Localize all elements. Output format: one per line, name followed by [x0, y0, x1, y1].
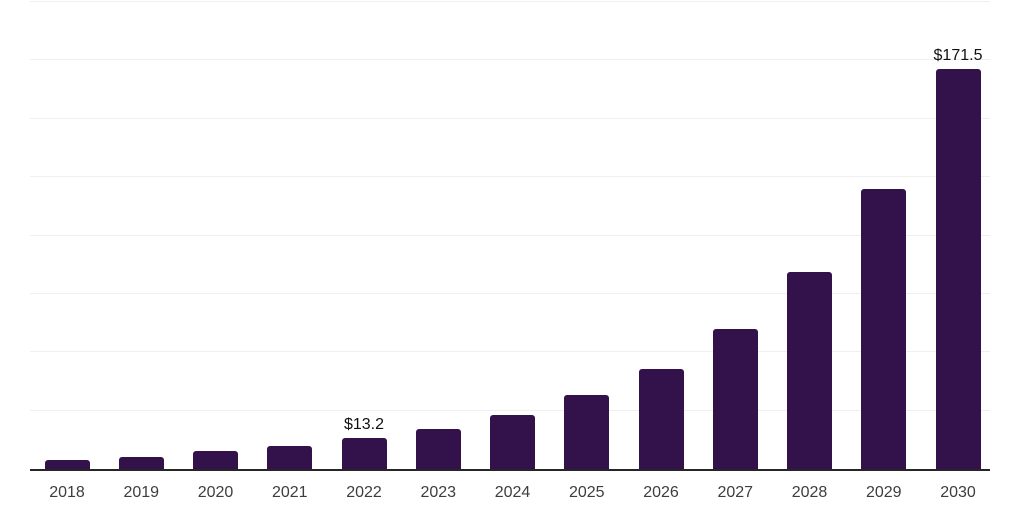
gridline [30, 409, 990, 411]
bar-2029 [861, 188, 907, 469]
x-tick-label-2019: 2019 [123, 484, 160, 501]
x-tick-label-2024: 2024 [494, 484, 531, 501]
x-tick-label-2027: 2027 [717, 484, 754, 501]
value-label-2030: $171.5 [933, 46, 983, 64]
bar-2021 [267, 445, 313, 469]
gridline [30, 117, 990, 119]
bar-2025 [564, 394, 610, 469]
plot-area: $13.2 $171.5 [30, 0, 990, 471]
gridline [30, 292, 990, 294]
bar-2024 [490, 415, 535, 469]
bar-2023 [415, 428, 461, 469]
bar-2027 [712, 328, 758, 469]
gridline [30, 59, 990, 61]
bar-2018 [44, 460, 90, 469]
x-tick-label-2025: 2025 [568, 484, 605, 501]
bar-2030 [935, 68, 981, 469]
x-tick-label-2028: 2028 [791, 484, 828, 501]
x-axis-labels: 2018 2019 2020 2021 2022 2023 2024 2025 2026 2027… [30, 483, 990, 507]
gridline [30, 234, 990, 236]
x-tick-label-2026: 2026 [643, 484, 679, 501]
value-label-2022: $13.2 [343, 416, 385, 434]
x-tick-label-2029: 2029 [865, 484, 902, 501]
x-tick-label-2018: 2018 [49, 484, 85, 501]
x-tick-label-2023: 2023 [420, 484, 457, 501]
x-tick-label-2022: 2022 [346, 484, 382, 501]
x-tick-label-2021: 2021 [271, 484, 308, 501]
bar-2022 [341, 438, 387, 469]
gridline [30, 176, 990, 178]
gridline [30, 351, 990, 353]
gridline [30, 1, 990, 2]
bar-2026 [638, 368, 684, 469]
bar-2020 [193, 451, 238, 469]
bar-2019 [118, 456, 164, 469]
bar-2028 [787, 271, 832, 469]
x-tick-label-2020: 2020 [197, 484, 234, 501]
x-tick-label-2030: 2030 [940, 484, 976, 501]
